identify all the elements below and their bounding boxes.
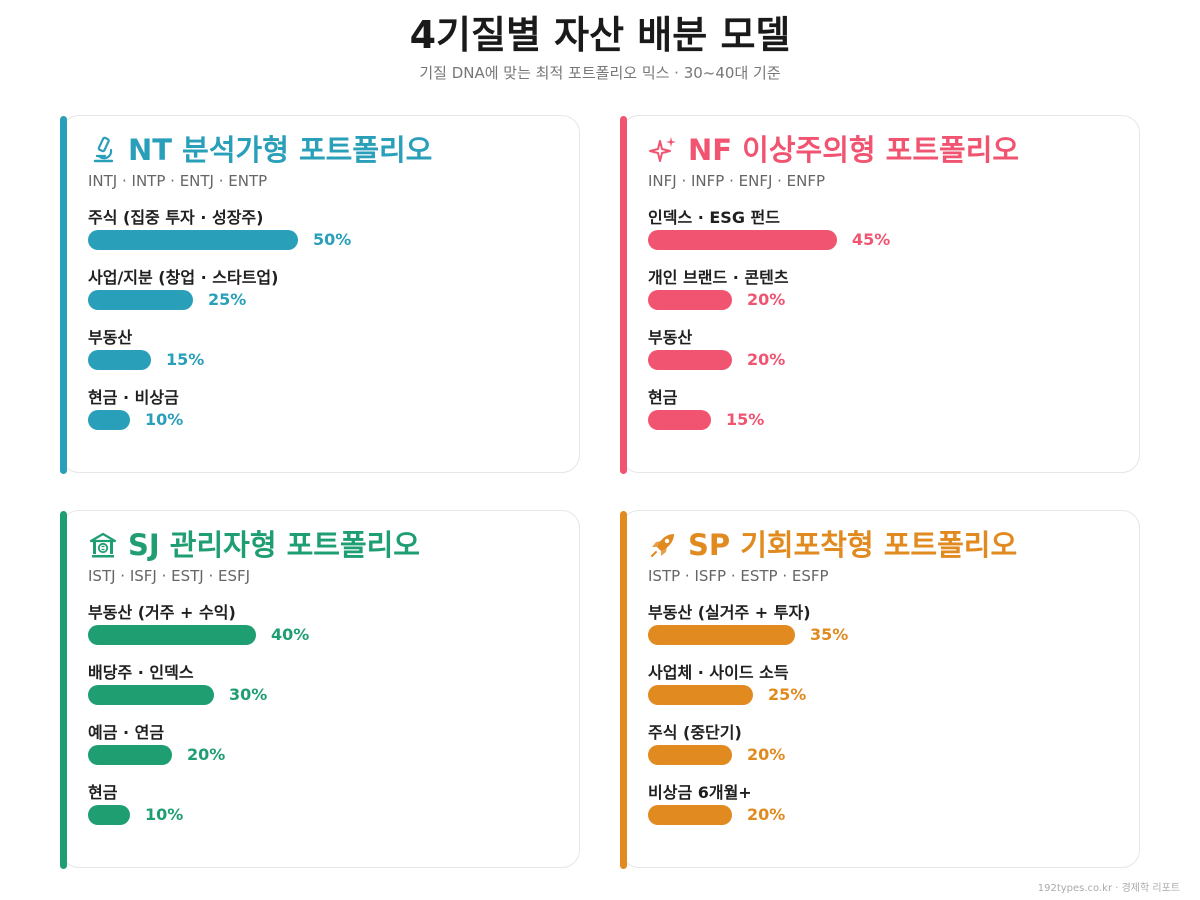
allocation-bar xyxy=(88,625,256,645)
allocation-bar xyxy=(88,410,130,430)
portfolio-card: SP 기회포착형 포트폴리오 ISTP · ISFP · ESTP · ESFP 부… xyxy=(620,510,1140,869)
category-label: 비상금 6개월+ xyxy=(648,783,752,802)
category-label: 현금 xyxy=(648,388,678,407)
card-title: SJ 관리자형 포트폴리오 xyxy=(128,528,420,562)
card-type-list: ISTP · ISFP · ESTP · ESFP xyxy=(648,567,829,585)
percentage-label: 25% xyxy=(208,290,247,309)
allocation-bar xyxy=(648,805,732,825)
card-header: SJ 관리자형 포트폴리오 xyxy=(88,523,420,567)
allocation-row: 부동산 (실거주 + 투자) 35% xyxy=(648,601,1108,661)
allocation-bar xyxy=(88,685,214,705)
allocation-bar xyxy=(648,745,732,765)
card-title: NT 분석가형 포트폴리오 xyxy=(128,133,433,167)
allocation-row: 주식 (집중 투자 · 성장주) 50% xyxy=(88,206,548,266)
rocket-icon xyxy=(648,530,678,560)
category-label: 부동산 xyxy=(648,328,693,347)
category-label: 예금 · 연금 xyxy=(88,723,165,742)
allocation-row: 부동산 20% xyxy=(648,326,1108,386)
allocation-row: 현금 10% xyxy=(88,781,548,841)
allocation-row: 인덱스 · ESG 펀드 45% xyxy=(648,206,1108,266)
card-header: NF 이상주의형 포트폴리오 xyxy=(648,128,1019,172)
allocation-row: 현금 · 비상금 10% xyxy=(88,386,548,446)
card-type-list: INFJ · INFP · ENFJ · ENFP xyxy=(648,172,826,190)
category-label: 부동산 (실거주 + 투자) xyxy=(648,603,811,622)
allocation-bar xyxy=(648,290,732,310)
allocation-bar xyxy=(648,410,711,430)
portfolio-card: SJ 관리자형 포트폴리오 ISTJ · ISFJ · ESTJ · ESFJ 부동… xyxy=(60,510,580,869)
category-label: 부동산 xyxy=(88,328,133,347)
portfolio-card: NT 분석가형 포트폴리오 INTJ · INTP · ENTJ · ENTP 주식… xyxy=(60,115,580,474)
category-label: 현금 · 비상금 xyxy=(88,388,179,407)
allocation-row: 부동산 15% xyxy=(88,326,548,386)
percentage-label: 20% xyxy=(747,805,786,824)
allocation-row: 부동산 (거주 + 수익) 40% xyxy=(88,601,548,661)
card-header: NT 분석가형 포트폴리오 xyxy=(88,128,432,172)
category-label: 주식 (중단기) xyxy=(648,723,742,742)
card-accent-bar xyxy=(60,116,67,474)
allocation-row: 비상금 6개월+ 20% xyxy=(648,781,1108,841)
percentage-label: 45% xyxy=(852,230,891,249)
allocation-bar xyxy=(88,745,172,765)
percentage-label: 20% xyxy=(747,350,786,369)
sparkles-icon xyxy=(648,135,678,165)
allocation-bar xyxy=(648,230,837,250)
card-accent-bar xyxy=(620,116,627,474)
percentage-label: 30% xyxy=(229,685,268,704)
category-label: 부동산 (거주 + 수익) xyxy=(88,603,236,622)
allocation-bar xyxy=(88,290,193,310)
portfolio-card: NF 이상주의형 포트폴리오 INFJ · INFP · ENFJ · ENFP 인… xyxy=(620,115,1140,474)
card-accent-bar xyxy=(620,511,627,869)
card-header: SP 기회포착형 포트폴리오 xyxy=(648,523,1017,567)
card-title: NF 이상주의형 포트폴리오 xyxy=(688,133,1020,167)
allocation-row: 사업/지분 (창업 · 스타트업) 25% xyxy=(88,266,548,326)
allocation-row: 사업체 · 사이드 소득 25% xyxy=(648,661,1108,721)
allocation-row: 주식 (중단기) 20% xyxy=(648,721,1108,781)
allocation-bar xyxy=(88,805,130,825)
page-title: 4기질별 자산 배분 모델 xyxy=(409,13,791,57)
allocation-bar xyxy=(648,625,795,645)
percentage-label: 40% xyxy=(271,625,310,644)
allocation-bar xyxy=(648,685,753,705)
card-title: SP 기회포착형 포트폴리오 xyxy=(688,528,1018,562)
category-label: 주식 (집중 투자 · 성장주) xyxy=(88,208,264,227)
percentage-label: 10% xyxy=(145,805,184,824)
percentage-label: 15% xyxy=(166,350,205,369)
allocation-bar xyxy=(648,350,732,370)
footer-credit: 192types.co.kr · 경제학 리포트 xyxy=(1037,883,1180,894)
percentage-label: 20% xyxy=(187,745,226,764)
percentage-label: 20% xyxy=(747,745,786,764)
allocation-bar xyxy=(88,230,298,250)
allocation-row: 예금 · 연금 20% xyxy=(88,721,548,781)
allocation-row: 개인 브랜드 · 콘텐츠 20% xyxy=(648,266,1108,326)
percentage-label: 15% xyxy=(726,410,765,429)
card-type-list: INTJ · INTP · ENTJ · ENTP xyxy=(88,172,268,190)
page-subtitle: 기질 DNA에 맞는 최적 포트폴리오 믹스 · 30~40대 기준 xyxy=(419,64,781,82)
category-label: 인덱스 · ESG 펀드 xyxy=(648,208,780,227)
category-label: 사업체 · 사이드 소득 xyxy=(648,663,789,682)
card-type-list: ISTJ · ISFJ · ESTJ · ESFJ xyxy=(88,567,251,585)
category-label: 현금 xyxy=(88,783,118,802)
category-label: 개인 브랜드 · 콘텐츠 xyxy=(648,268,789,287)
allocation-row: 현금 15% xyxy=(648,386,1108,446)
percentage-label: 50% xyxy=(313,230,352,249)
bank-icon xyxy=(88,530,118,560)
category-label: 사업/지분 (창업 · 스타트업) xyxy=(88,268,279,287)
category-label: 배당주 · 인덱스 xyxy=(88,663,194,682)
percentage-label: 20% xyxy=(747,290,786,309)
microscope-icon xyxy=(88,135,118,165)
allocation-bar xyxy=(88,350,151,370)
card-accent-bar xyxy=(60,511,67,869)
allocation-row: 배당주 · 인덱스 30% xyxy=(88,661,548,721)
percentage-label: 25% xyxy=(768,685,807,704)
percentage-label: 10% xyxy=(145,410,184,429)
percentage-label: 35% xyxy=(810,625,849,644)
